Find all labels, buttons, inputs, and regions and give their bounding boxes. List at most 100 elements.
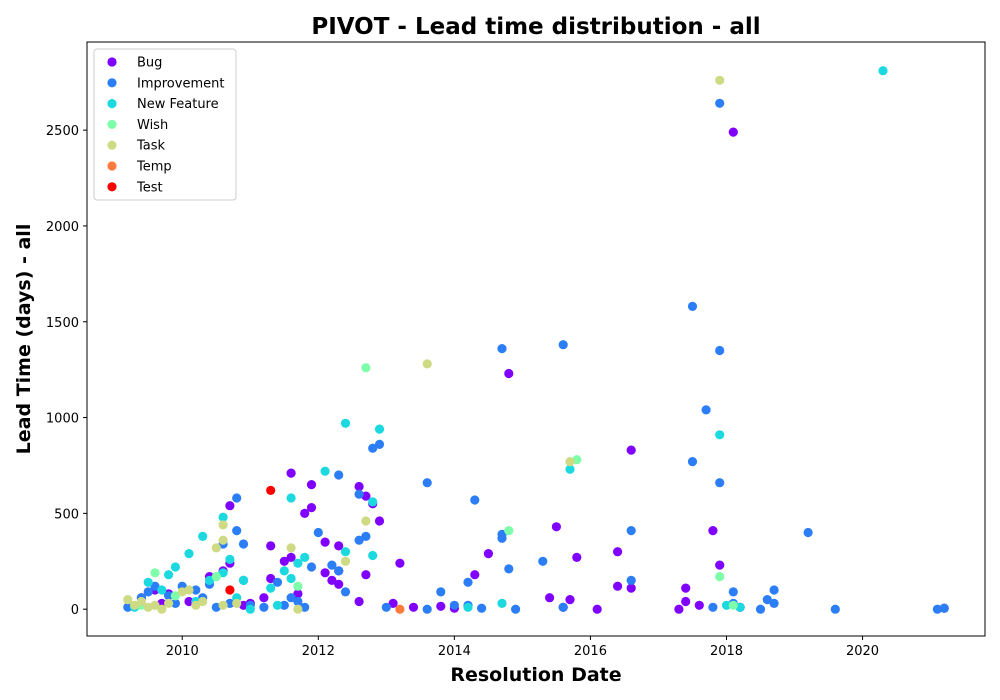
data-point — [715, 75, 725, 85]
x-tick-label: 2020 — [846, 644, 879, 659]
data-point — [354, 596, 364, 607]
data-point — [259, 602, 269, 612]
data-point — [626, 575, 636, 586]
series-new-feature — [130, 66, 888, 614]
data-point — [626, 583, 636, 593]
data-point — [592, 604, 602, 614]
data-point — [504, 564, 514, 574]
data-point — [613, 547, 623, 557]
data-point — [483, 549, 493, 559]
data-point — [565, 457, 575, 467]
data-point — [123, 595, 133, 605]
data-point — [150, 581, 160, 591]
legend-marker — [107, 119, 117, 129]
legend-marker — [107, 99, 117, 109]
data-point — [218, 600, 228, 610]
data-point — [374, 424, 385, 434]
data-point — [286, 573, 296, 584]
series-wish — [136, 363, 738, 610]
legend-marker — [107, 182, 117, 192]
data-point — [164, 591, 174, 601]
x-tick-label: 2016 — [574, 644, 607, 659]
x-tick-label: 2010 — [166, 644, 199, 659]
data-point — [769, 585, 779, 595]
x-tick-label: 2012 — [302, 644, 335, 659]
data-point — [674, 604, 684, 614]
data-point — [334, 541, 344, 551]
y-tick-label: 500 — [54, 507, 79, 522]
data-point — [170, 591, 180, 601]
data-point — [218, 520, 228, 530]
data-point — [327, 560, 337, 570]
data-point — [932, 604, 943, 614]
data-point — [626, 526, 636, 536]
data-point — [374, 516, 385, 526]
data-point — [279, 600, 289, 610]
data-point — [184, 596, 194, 607]
data-point — [504, 368, 514, 379]
data-point — [143, 587, 153, 597]
data-point — [715, 572, 725, 582]
data-point — [327, 575, 337, 586]
data-point — [422, 359, 432, 369]
y-tick-label: 0 — [71, 603, 79, 618]
data-point — [422, 478, 432, 488]
data-point — [422, 604, 432, 614]
data-point — [374, 439, 385, 449]
data-point — [238, 539, 249, 549]
data-point — [715, 430, 725, 440]
data-point — [939, 603, 949, 613]
data-point — [361, 531, 371, 542]
data-point — [626, 445, 636, 455]
data-point — [340, 556, 351, 566]
legend-label: New Feature — [137, 97, 219, 112]
x-tick-label: 2018 — [710, 644, 743, 659]
chart-title: PIVOT - Lead time distribution - all — [311, 14, 760, 40]
data-point — [300, 552, 310, 563]
data-point — [334, 470, 344, 480]
data-point — [708, 526, 718, 536]
legend-marker — [107, 57, 117, 67]
data-point — [164, 570, 174, 580]
legend-item: Test — [107, 180, 163, 195]
data-point — [130, 600, 140, 610]
legend-item: Wish — [107, 118, 168, 133]
data-point — [728, 587, 738, 597]
legend-marker — [107, 78, 117, 88]
data-point — [395, 558, 405, 568]
legend-item: Improvement — [107, 76, 224, 91]
data-point — [286, 543, 296, 553]
data-point — [225, 501, 235, 511]
legend-label: Bug — [137, 56, 162, 71]
data-point — [170, 562, 180, 572]
legend-marker — [107, 140, 117, 150]
data-point — [755, 604, 766, 614]
y-tick-label: 1000 — [46, 412, 79, 427]
data-point — [320, 568, 330, 578]
data-point — [565, 595, 575, 605]
data-point — [694, 600, 704, 610]
data-point — [218, 568, 228, 578]
legend: Bug Improvement New Feature Wish Task Temp Tes… — [93, 48, 237, 201]
data-point — [272, 600, 283, 610]
data-point — [218, 512, 228, 522]
legend-item: Temp — [107, 160, 172, 175]
data-point — [259, 593, 269, 603]
data-point — [143, 577, 153, 587]
y-tick-label: 2500 — [46, 124, 79, 139]
data-point — [681, 583, 691, 593]
data-point — [272, 577, 283, 587]
series-test — [225, 485, 276, 595]
data-point — [368, 443, 378, 453]
data-point — [497, 533, 507, 543]
data-point — [157, 604, 167, 614]
data-point — [354, 535, 364, 545]
data-point — [470, 570, 480, 580]
data-point — [572, 552, 582, 563]
data-point — [769, 598, 779, 609]
x-axis: 2010 2012 2014 2016 2018 2020 — [166, 636, 879, 659]
data-point — [381, 602, 391, 612]
data-point — [436, 601, 446, 611]
data-point — [279, 556, 289, 566]
y-axis-label: Lead Time (days) - all — [13, 224, 35, 455]
